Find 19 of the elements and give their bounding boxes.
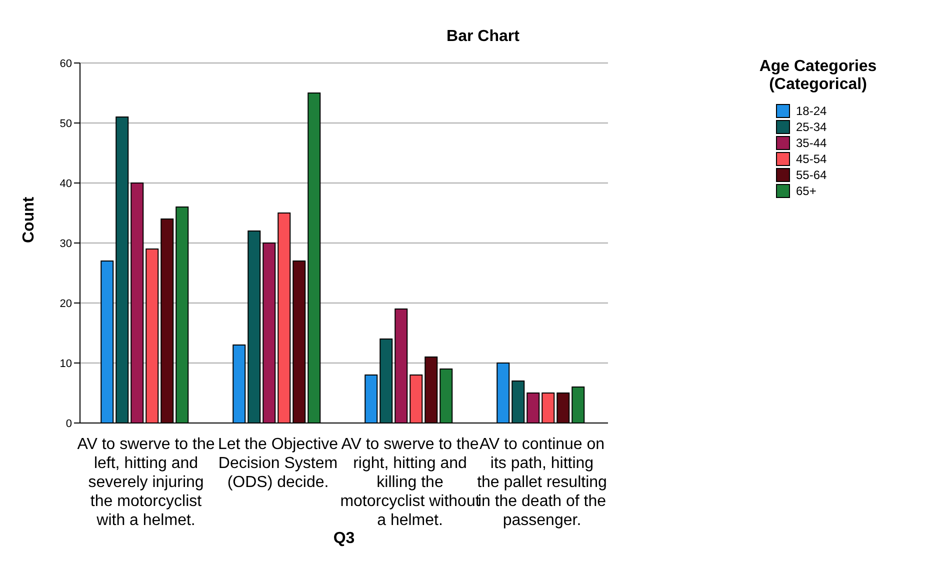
- legend-label: 18-24: [796, 104, 827, 118]
- y-axis-title: Count: [20, 196, 38, 243]
- x-axis-title: Q3: [333, 530, 355, 547]
- y-tick-label: 0: [66, 418, 72, 430]
- legend-label: 45-54: [796, 152, 827, 166]
- x-tick-label: AV to swerve to the left, hitting and severely injuring the motorcyclist with a helmet.: [77, 436, 215, 529]
- legend-label: 55-64: [796, 168, 827, 182]
- legend-title: Age Categories (Categorical): [758, 58, 878, 94]
- y-tick-label: 20: [60, 298, 72, 310]
- legend-label: 35-44: [796, 136, 827, 150]
- y-tick-label: 50: [60, 118, 72, 130]
- y-tick-label: 60: [60, 58, 72, 70]
- y-tick-label: 30: [60, 238, 72, 250]
- chart-title: Bar Chart: [446, 28, 520, 46]
- legend-label: 65+: [796, 184, 816, 198]
- legend-label: 25-34: [796, 120, 827, 134]
- y-tick-label: 10: [60, 358, 72, 370]
- y-tick-label: 40: [60, 178, 72, 190]
- x-tick-label: Let the Objective Decision System (ODS) decide.: [218, 436, 338, 491]
